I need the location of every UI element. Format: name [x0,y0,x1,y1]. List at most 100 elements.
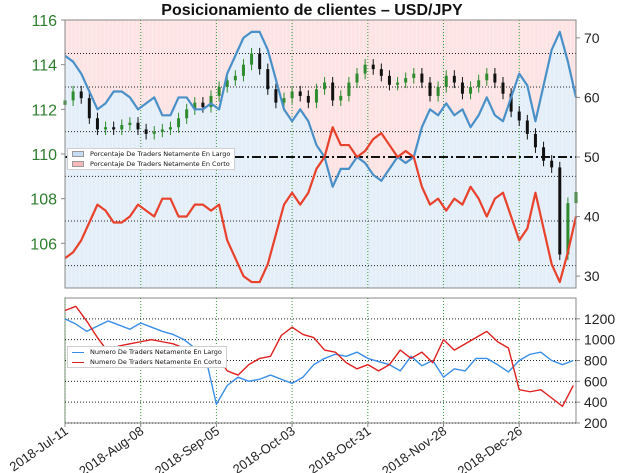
candle-body [509,93,513,112]
candle-body [258,53,262,70]
candle-body [420,73,424,83]
candle-body [144,129,148,134]
candle-body [95,118,99,130]
candle-body [201,102,205,108]
candle-body [452,75,456,83]
candle-body [241,64,245,76]
left-axis-tick-label: 108 [30,192,57,209]
x-axis-tick-label: 2018-Oct-31 [306,423,374,473]
x-axis-tick-label: 2018-Sep-05 [152,423,222,473]
legend-entry-long-pct: Porcentaje De Traders Netamente En Largo [68,149,234,159]
right-axis-tick-label: 70 [584,30,600,46]
candle-body [404,78,408,83]
candle-body [525,120,529,134]
left-axis-tick-label: 114 [31,58,57,75]
candle-body [104,127,108,130]
legend-swatch-long-count [72,351,84,353]
candle-body [428,82,432,96]
long-count-line [64,318,574,405]
candle-body [493,73,497,83]
candle-body [233,75,237,81]
legend-label-short-count: Numero De Traders Netamente En Corto [90,358,222,366]
candle-body [112,127,116,130]
candle-body [185,109,189,119]
candle-body [396,82,400,85]
candle-body [558,167,562,255]
candle-body [477,80,481,87]
candle-body [517,111,521,121]
legend-entry-long-count: Numero De Traders Netamente En Largo [68,347,226,357]
candle-body [282,98,286,103]
legend-label-long-count: Numero De Traders Netamente En Largo [90,348,222,356]
candle-body [177,118,181,128]
candle-body [266,69,270,90]
x-axis-tick-label: 2018-Aug-08 [76,423,146,473]
candle-body [306,95,310,103]
legend-entry-short-pct: Porcentaje De Traders Netamente En Corto [68,159,234,169]
left-axis-tick-label: 116 [31,13,57,30]
candle-body [469,87,473,94]
candle-body [379,69,383,76]
long-pct-area [65,31,576,289]
legend-entry-short-count: Numero De Traders Netamente En Corto [68,357,226,367]
bottom-right-tick-label: 600 [584,373,608,389]
candle-body [250,53,254,65]
x-axis-tick-label: 2018-Nov-28 [379,423,449,473]
candle-body [323,82,327,90]
legend-swatch-short-pct [72,161,84,167]
top-legend: Porcentaje De Traders Netamente En Largo… [67,148,236,170]
left-axis-tick-label: 106 [30,236,57,253]
left-axis-tick-label: 112 [31,102,57,119]
legend-swatch-long-pct [72,151,84,157]
x-axis-tick-label: 2018-Dec-26 [455,423,525,473]
candle-body [290,91,294,99]
candle-body [371,64,375,70]
candle-body [550,160,554,168]
candle-body [339,95,343,101]
candle-body [225,80,229,87]
candle-body [347,82,351,96]
x-axis-tick-label: 2018-Jul-11 [7,423,71,473]
candle-body [436,87,440,96]
candle-body [168,127,172,130]
candle-body [87,98,91,119]
right-axis-tick-label: 50 [584,149,600,165]
bottom-right-tick-label: 200 [584,415,608,431]
candle-body [412,73,416,79]
right-axis-tick-label: 40 [584,209,600,225]
candle-body [79,91,83,99]
legend-label-long-pct: Porcentaje De Traders Netamente En Largo [90,150,231,158]
candle-body [160,129,164,132]
candle-body [152,131,156,134]
short-count-line [64,305,574,408]
candle-body [71,91,75,101]
candle-body [387,75,391,85]
candle-body [363,64,367,74]
right-axis-tick-label: 30 [584,268,600,284]
short-pct-line [64,126,578,284]
candle-body [274,89,278,103]
x-axis-tick-label: 2018-Oct-03 [230,423,298,473]
candle-body [485,73,489,81]
candle-body [136,122,140,130]
legend-label-short-pct: Porcentaje De Traders Netamente En Corto [90,160,230,168]
bottom-right-tick-label: 400 [584,394,608,410]
long-pct-line [64,30,578,188]
candle-body [314,89,318,103]
candle-body [533,133,537,148]
legend-swatch-short-count [72,361,84,363]
candle-body [501,82,505,94]
candle-body [460,82,464,94]
bottom-legend: Numero De Traders Netamente En Largo Num… [67,346,227,368]
candle-body [331,82,335,101]
candle-body [217,87,221,96]
candle-body [120,124,124,130]
chart-title: Posicionamiento de clientes – USD/JPY [161,2,463,19]
bottom-right-tick-label: 1000 [584,332,615,348]
candle-body [355,73,359,83]
candle-body [444,75,448,87]
candle-body [542,147,546,161]
candle-body [128,122,132,125]
candle-body [209,95,213,108]
left-axis-tick-label: 110 [31,147,57,164]
